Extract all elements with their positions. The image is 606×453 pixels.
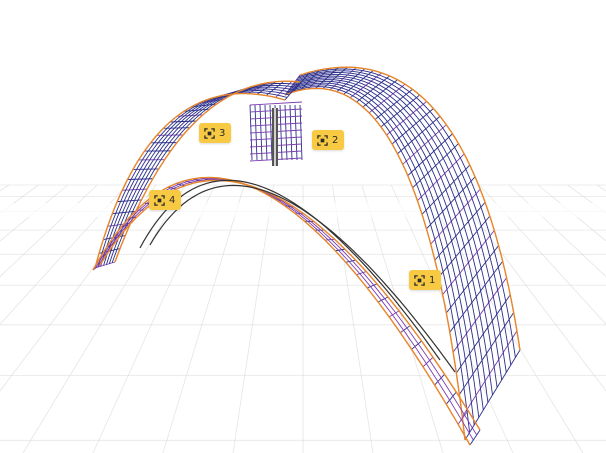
marker-4[interactable]: 4	[149, 190, 182, 210]
marker-2[interactable]: 2	[312, 130, 345, 150]
marker-number: 1	[429, 274, 436, 286]
marker-number: 3	[219, 127, 226, 139]
marker-1[interactable]: 1	[409, 270, 442, 290]
floor-grid	[0, 184, 606, 453]
marker-3[interactable]: 3	[199, 123, 232, 143]
marker-number: 2	[332, 134, 339, 146]
shell-structure	[92, 66, 521, 446]
marker-number: 4	[169, 194, 176, 206]
focus-frame-icon	[414, 274, 425, 286]
focus-frame-icon	[204, 127, 215, 139]
focus-frame-icon	[317, 134, 328, 146]
focus-frame-icon	[154, 194, 165, 206]
